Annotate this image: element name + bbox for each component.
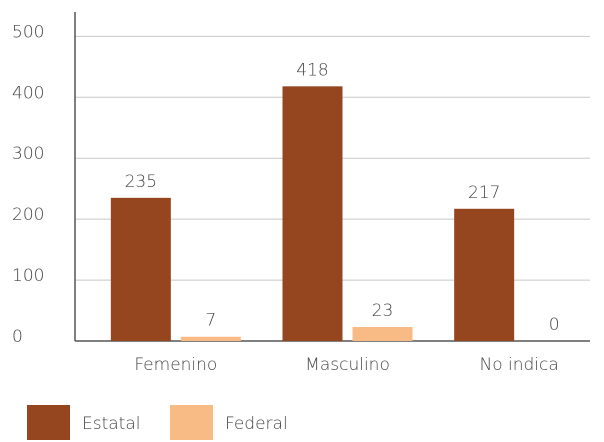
legend-swatch	[170, 405, 213, 440]
bar	[454, 208, 515, 341]
x-tick-label: No indica	[480, 355, 559, 375]
bar	[352, 326, 413, 341]
y-tick-label: 200	[12, 205, 44, 225]
x-tick-label: Masculino	[305, 355, 390, 375]
bar	[180, 336, 241, 341]
bar	[282, 86, 343, 342]
data-label: 7	[205, 311, 216, 331]
y-tick-label: 0	[12, 327, 23, 347]
data-label: 23	[372, 301, 394, 321]
data-label: 418	[296, 60, 328, 80]
data-label: 217	[468, 183, 500, 203]
legend-label: Estatal	[82, 414, 141, 434]
data-label: 235	[125, 172, 157, 192]
y-tick-label: 500	[12, 22, 44, 42]
data-label: 0	[549, 315, 560, 335]
y-tick-label: 300	[12, 144, 44, 164]
x-tick-label: Femenino	[134, 355, 217, 375]
legend-swatch	[27, 405, 70, 440]
legend-label: Federal	[225, 414, 288, 434]
y-tick-label: 400	[12, 83, 44, 103]
y-tick-label: 100	[12, 266, 44, 286]
bar	[110, 197, 171, 341]
